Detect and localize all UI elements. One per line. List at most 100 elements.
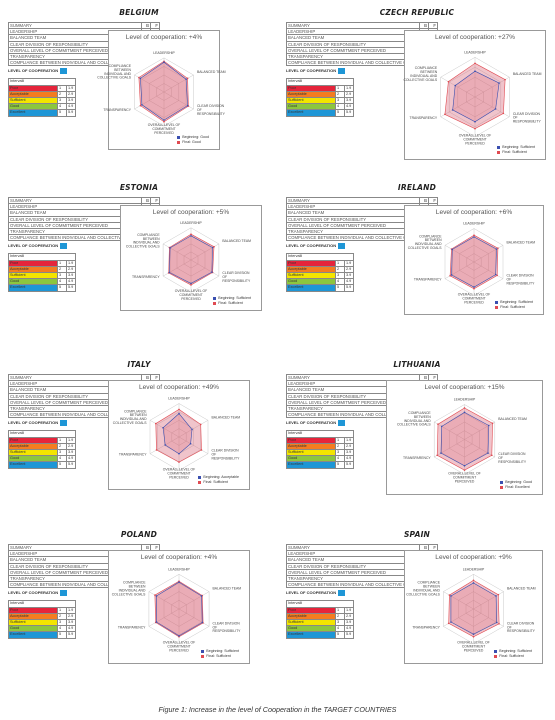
cooperation-indicator xyxy=(338,590,346,597)
interval-row: Excellent 5 5.9 xyxy=(286,631,354,639)
radar-spoke xyxy=(434,439,465,458)
radar-point xyxy=(168,271,171,274)
interval-max: 2.9 xyxy=(344,442,354,451)
interval-max: 3.9 xyxy=(344,272,354,280)
chart-legend: Beginning: Sufficient Final: Sufficient xyxy=(213,296,251,306)
radar-axis-label: COMPLIANCE BETWEEN INDIVIDUAL AND COLLECTIV… xyxy=(397,411,431,427)
radar-point xyxy=(463,469,466,471)
radar-chart: Level of cooperation: +5% LEADERSHIP BALAN… xyxy=(120,205,262,311)
radar-axis-label: OVERALL LEVEL OF COMMITMENT PERCEIVED xyxy=(457,641,490,653)
radar-axis-label: TRANSPARENCY xyxy=(403,456,431,460)
radar-point xyxy=(473,234,475,237)
interval-min: 5 xyxy=(335,461,345,469)
radar-point xyxy=(473,236,475,238)
interval-min: 5 xyxy=(57,631,67,639)
chart-title: Level of cooperation: +4% xyxy=(125,34,203,41)
radar-point xyxy=(440,425,443,428)
radar-svg: LEADERSHIP BALANCED TEAM CLEAR DIVISION OF R… xyxy=(397,397,527,483)
chart-legend: Beginning: Sufficient Final: Sufficient xyxy=(497,145,535,155)
interval-max: 2.9 xyxy=(66,442,76,451)
interval-label: Excellent xyxy=(286,461,336,469)
interval-row: Excellent 5 5.9 xyxy=(8,284,76,292)
radar-spoke xyxy=(162,243,192,261)
radar-point xyxy=(495,595,497,597)
radar-axis-label: LEADERSHIP xyxy=(464,50,486,54)
radar-svg: LEADERSHIP BALANCED TEAM CLEAR DIVISION OF R… xyxy=(97,51,225,135)
radar-point xyxy=(163,119,165,121)
radar-spoke xyxy=(178,436,209,454)
radar-point xyxy=(474,121,476,123)
interval-label: Excellent xyxy=(8,461,58,469)
country-panel: CZECH REPUBLICSUMMARYBFLEADERSHIP2.63.4B… xyxy=(286,8,548,170)
legend-label: Beginning: Sufficient xyxy=(500,300,533,304)
radar-axis-label: OVERALL LEVEL OF COMMITMENT PERCEIVED xyxy=(175,289,208,301)
radar-point xyxy=(139,77,142,80)
cooperation-level: LEVEL OF COOPERATION xyxy=(286,420,438,427)
legend-label: Beginning: Good xyxy=(505,480,532,484)
cooperation-indicator xyxy=(60,420,68,427)
summary-table: SUMMARYBFLEADERSHIP3.13.6BALANCED TEAM3.… xyxy=(286,373,438,469)
radar-spoke xyxy=(149,420,180,438)
radar-point xyxy=(491,454,493,457)
interval-max: 2.9 xyxy=(66,90,76,99)
legend-swatch xyxy=(177,135,181,139)
interval-label: Excellent xyxy=(286,109,336,117)
radar-spoke xyxy=(178,591,210,610)
radar-point xyxy=(185,78,187,81)
radar-spoke xyxy=(473,261,504,279)
radar-point xyxy=(190,284,192,286)
country-name: ESTONIA xyxy=(119,183,159,192)
interval-max: 2.9 xyxy=(66,265,76,274)
legend-entry: Final: Excellent xyxy=(500,485,532,490)
radar-gridline xyxy=(440,57,510,137)
summary-row-label: COMPLIANCE BETWEEN INDIVIDUAL AND COLLEC… xyxy=(286,234,420,242)
radar-point xyxy=(494,108,497,110)
legend-swatch xyxy=(213,296,217,300)
radar-spoke xyxy=(162,259,192,277)
radar-point xyxy=(213,245,215,248)
summary-header-cell: F xyxy=(427,21,438,30)
radar-svg: LEADERSHIP BALANCED TEAM CLEAR DIVISION OF R… xyxy=(403,50,541,145)
interval-row: Good 4 4.9 xyxy=(8,625,76,633)
interval-row: Acceptable 2 2.9 xyxy=(286,442,354,451)
cooperation-level: LEVEL OF COOPERATION xyxy=(8,420,160,427)
radar-axis-label: COMPLIANCE BETWEEN INDIVIDUAL AND COLLECTIV… xyxy=(97,64,131,80)
radar-point xyxy=(138,76,140,79)
radar-point xyxy=(155,449,158,451)
radar-point xyxy=(472,633,475,635)
country-panel: ITALY SUMMARYBFLEADERSHIP2.83.3BALANCED T… xyxy=(8,360,270,522)
interval-row: Good 4 4.9 xyxy=(286,103,354,111)
radar-point xyxy=(449,275,451,277)
interval-max: 5.9 xyxy=(66,631,76,639)
radar-point xyxy=(474,62,476,65)
interval-row: Good 4 4.9 xyxy=(286,455,354,463)
interval-max: 5.9 xyxy=(66,109,76,117)
interval-max: 2.9 xyxy=(344,612,354,621)
radar-point xyxy=(491,422,494,425)
legend-swatch xyxy=(198,480,202,484)
radar-point xyxy=(497,593,500,596)
radar-point xyxy=(487,424,490,427)
interval-min: 5 xyxy=(57,461,67,469)
interval-min: 5 xyxy=(57,284,67,292)
interval-row: Poor 1 1.9 xyxy=(286,84,354,92)
interval-max: 5.9 xyxy=(66,284,76,292)
interval-row: Sufficient 3 3.9 xyxy=(286,272,354,280)
interval-label: Excellent xyxy=(8,109,58,117)
interval-row: Sufficient 3 3.9 xyxy=(8,449,76,457)
radar-spoke xyxy=(474,76,510,98)
cooperation-level: LEVEL OF COOPERATION xyxy=(8,68,160,75)
radar-point xyxy=(189,442,192,445)
cooperation-indicator xyxy=(60,243,68,250)
legend-entry: Final: Sufficient xyxy=(497,150,535,155)
radar-point xyxy=(178,408,180,411)
cooperation-level: LEVEL OF COOPERATION xyxy=(8,590,160,597)
chart-title: Level of cooperation: +9% xyxy=(435,554,512,561)
radar-point xyxy=(450,595,452,597)
interval-label: Excellent xyxy=(8,284,58,292)
interval-header: Intervalli xyxy=(8,78,76,86)
cooperation-level: LEVEL OF COOPERATION xyxy=(286,68,438,75)
summary-header-cell: F xyxy=(149,196,160,205)
interval-max: 5.9 xyxy=(344,461,354,469)
radar-point xyxy=(211,271,213,273)
